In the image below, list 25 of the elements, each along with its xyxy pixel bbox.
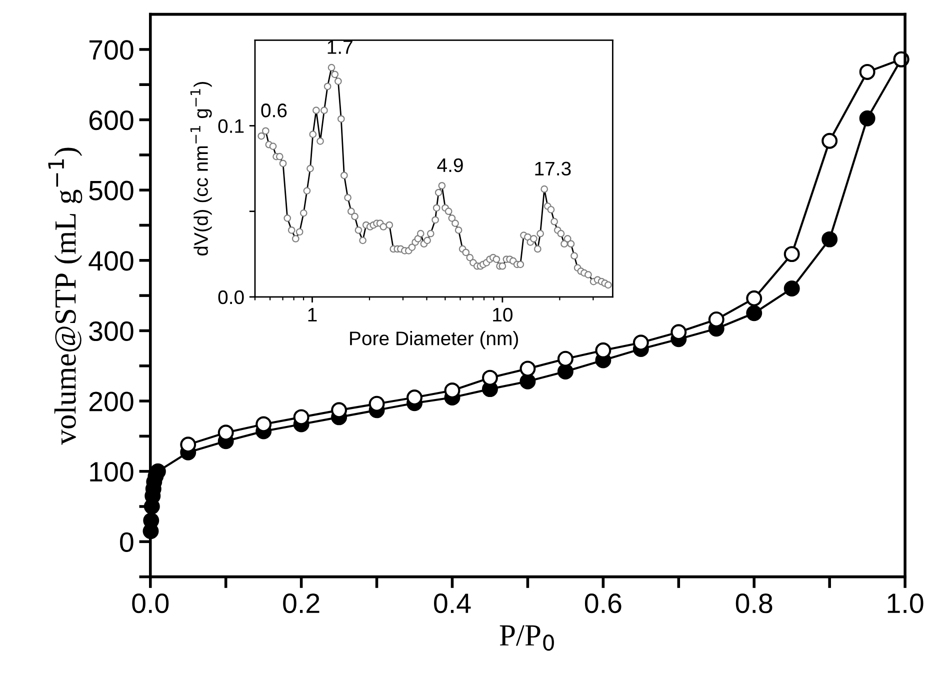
y-tick-label: 100 [90, 462, 134, 482]
annotation: 0.6 [261, 104, 287, 118]
annotation: 4.9 [437, 158, 463, 172]
y-axis-title: dV(d) (cc nm$^{−1}$ g$^{−1}$) [190, 82, 212, 256]
y-tick-label: 200 [89, 392, 134, 412]
y-tick-label: 600 [89, 110, 134, 130]
x-tick-label: 0.0 [132, 594, 169, 614]
x-tick-label: 10 [493, 308, 512, 322]
x-tick-label: 0.2 [283, 594, 320, 614]
x-axis-title: P/P$_{0}$ [500, 625, 554, 651]
y-axis-title: volume@STP (mL g$^{−1}$) [48, 148, 82, 445]
x-axis-title: Pore Diameter (nm) [350, 331, 518, 350]
y-tick-label: 0.1 [218, 119, 244, 133]
x-tick-label: 1 [308, 308, 317, 322]
x-tick-label: 0.6 [584, 594, 622, 614]
x-tick-label: 1.0 [888, 594, 924, 614]
x-tick-label: 0.4 [434, 594, 471, 614]
y-tick-label: 0 [120, 532, 134, 552]
y-tick-label: 400 [88, 251, 134, 271]
y-tick-label: 700 [89, 40, 134, 60]
y-tick-label: 500 [89, 180, 134, 200]
annotation: 1.7 [328, 40, 352, 54]
x-tick-label: 0.8 [736, 594, 772, 614]
y-tick-label: 300 [89, 321, 134, 342]
annotation: 17.3 [535, 162, 571, 176]
